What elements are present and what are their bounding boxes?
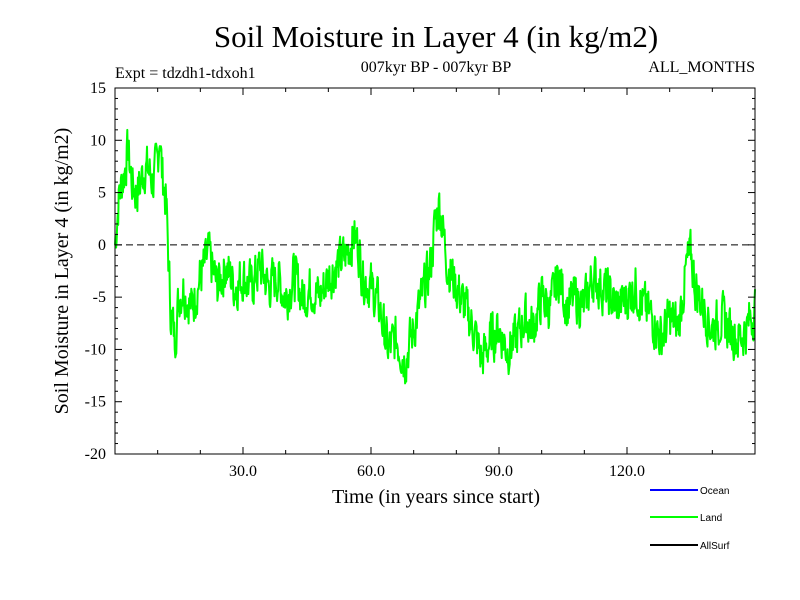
x-axis-label: Time (in years since start) — [332, 486, 540, 508]
series-layer — [114, 128, 756, 385]
y-tick-label: 0 — [98, 237, 106, 254]
y-tick-label: 10 — [90, 132, 106, 149]
legend-label-land: Land — [700, 513, 722, 524]
x-tick-label: 30.0 — [229, 463, 257, 480]
period-label: ALL_MONTHS — [648, 59, 755, 76]
experiment-label: Expt = tdzdh1-tdxoh1 — [115, 65, 256, 82]
y-tick-label: 5 — [98, 185, 106, 202]
chart-title: Soil Moisture in Layer 4 (in kg/m2) — [214, 19, 658, 54]
plot-area: 30.0 60.0 90.0 120.0 15 10 5 0 -5 -10 -15 -20 — [85, 80, 756, 480]
series-line-land — [114, 128, 756, 385]
x-tick-label: 90.0 — [485, 463, 513, 480]
x-tick-label: 120.0 — [609, 463, 645, 480]
y-tick-label: -10 — [85, 341, 106, 358]
y-tick-label: -15 — [85, 394, 106, 411]
legend: Ocean Land AllSurf — [650, 486, 730, 552]
y-axis-label: Soil Moisture in Layer 4 (in kg/m2) — [51, 128, 73, 415]
legend-label-ocean: Ocean — [700, 486, 729, 497]
x-tick-label: 60.0 — [357, 463, 385, 480]
y-axis-ticks: 15 10 5 0 -5 -10 -15 -20 — [85, 80, 755, 463]
chart-subtitle: 007kyr BP - 007kyr BP — [361, 59, 512, 76]
legend-label-allsurf: AllSurf — [700, 541, 730, 552]
y-tick-label: -20 — [85, 446, 106, 463]
x-axis-ticks: 30.0 60.0 90.0 120.0 — [157, 88, 713, 480]
y-tick-label: 15 — [90, 80, 106, 97]
plot-frame — [114, 87, 756, 455]
y-tick-label: -5 — [93, 289, 106, 306]
